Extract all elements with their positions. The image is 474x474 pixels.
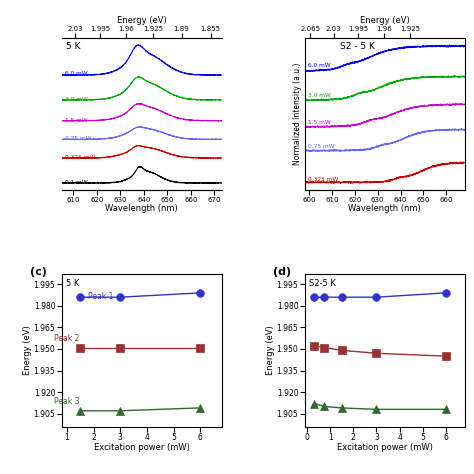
Text: 5 K: 5 K	[66, 43, 81, 52]
Text: 0.325 mW: 0.325 mW	[65, 155, 95, 160]
Text: 6.0 mW: 6.0 mW	[308, 63, 331, 68]
Text: S2-5 K: S2-5 K	[310, 279, 337, 288]
X-axis label: Energy (eV): Energy (eV)	[117, 16, 166, 25]
Text: Peak 1: Peak 1	[88, 292, 114, 301]
Text: 0.325 mW: 0.325 mW	[308, 177, 338, 182]
Text: 3.0 mW: 3.0 mW	[65, 97, 88, 102]
Text: 6.0 mW: 6.0 mW	[65, 72, 88, 76]
Y-axis label: Energy (eV): Energy (eV)	[23, 326, 32, 375]
Y-axis label: Energy (eV): Energy (eV)	[266, 326, 275, 375]
Text: S2 - 5 K: S2 - 5 K	[340, 43, 374, 52]
Text: 0.75 mW: 0.75 mW	[65, 137, 91, 141]
Text: Peak 3: Peak 3	[54, 398, 79, 407]
Text: 1.5 mW: 1.5 mW	[308, 119, 331, 125]
Text: Peak 2: Peak 2	[54, 334, 79, 343]
Text: 0.1 mW: 0.1 mW	[65, 180, 88, 185]
X-axis label: Wavelength (nm): Wavelength (nm)	[348, 204, 421, 213]
X-axis label: Excitation power (mW): Excitation power (mW)	[94, 443, 190, 452]
Text: 3.0 mW: 3.0 mW	[308, 93, 331, 98]
Text: 0.75 mW: 0.75 mW	[308, 144, 335, 149]
X-axis label: Energy (eV): Energy (eV)	[360, 16, 410, 25]
Text: (d): (d)	[273, 266, 291, 276]
X-axis label: Excitation power (mW): Excitation power (mW)	[337, 443, 432, 452]
Y-axis label: Normalized Intensity (a.u.): Normalized Intensity (a.u.)	[293, 63, 302, 165]
X-axis label: Wavelength (nm): Wavelength (nm)	[105, 204, 178, 213]
Text: 5 K: 5 K	[66, 279, 80, 288]
Text: (c): (c)	[30, 266, 46, 276]
Text: 1.5 mW: 1.5 mW	[65, 118, 88, 123]
